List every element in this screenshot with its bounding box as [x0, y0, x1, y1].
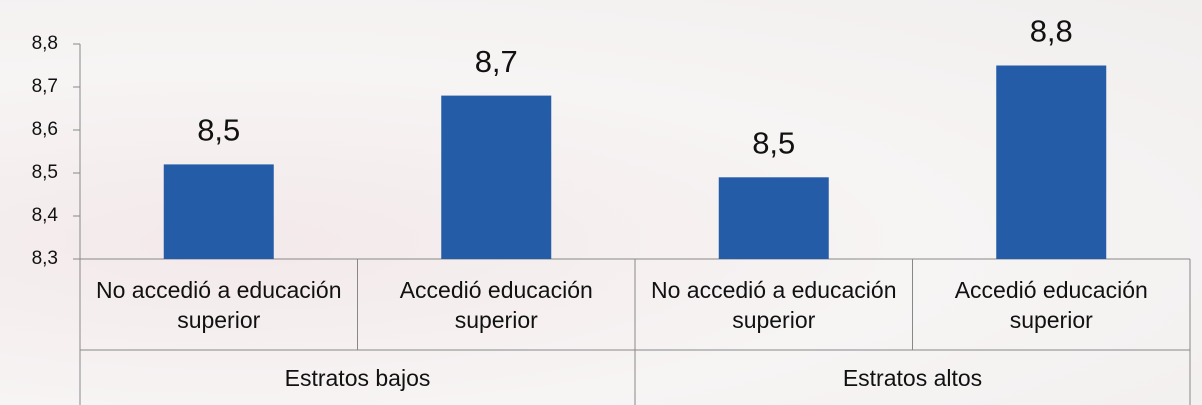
y-tick-label: 8,5	[32, 162, 58, 183]
x-tick-label: No accedió a educación superior	[96, 276, 342, 333]
y-tick-label: 8,6	[32, 119, 58, 140]
bar	[718, 177, 829, 259]
bar	[163, 164, 274, 259]
x-tick-label: Accedió educación superior	[399, 276, 593, 333]
x-tick-label: No accedió a educación superior	[651, 276, 897, 333]
value-label: 8,8	[1030, 14, 1073, 49]
y-tick-label: 8,8	[32, 33, 58, 54]
y-tick-label: 8,4	[32, 205, 59, 226]
value-label: 8,7	[475, 44, 518, 79]
x-tick-label: Accedió educación superior	[954, 276, 1148, 333]
value-label: 8,5	[197, 113, 240, 148]
bar	[441, 95, 552, 259]
bar	[996, 65, 1107, 259]
group-label: Estratos altos	[842, 364, 983, 391]
y-tick-label: 8,3	[32, 248, 58, 269]
group-label: Estratos bajos	[284, 364, 431, 391]
value-label: 8,5	[752, 125, 795, 160]
y-tick-label: 8,7	[32, 76, 58, 97]
